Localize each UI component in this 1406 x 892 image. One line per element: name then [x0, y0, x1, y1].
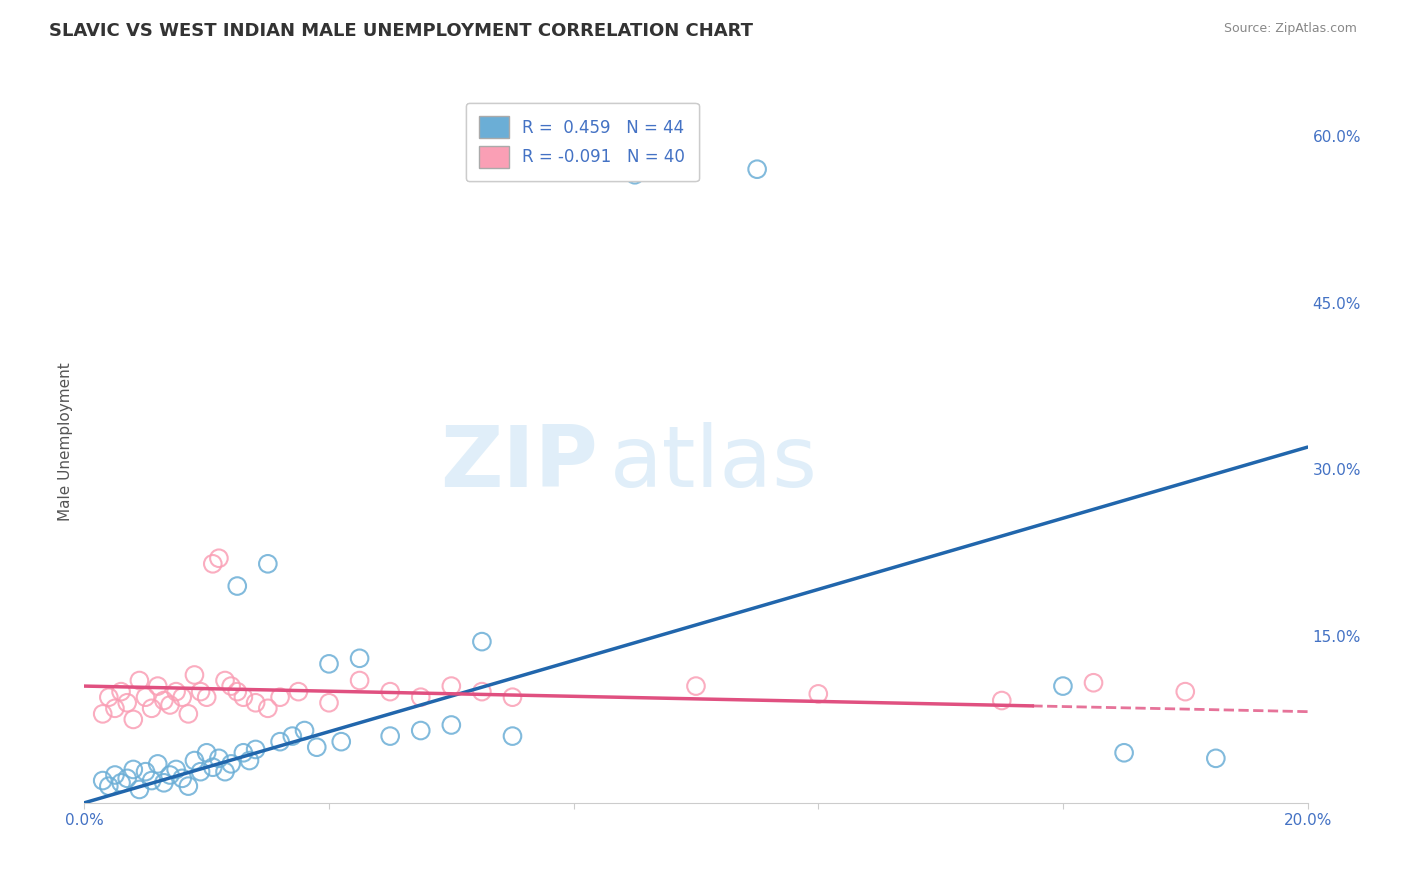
Point [471, 684, 494, 698]
Text: atlas: atlas [610, 422, 818, 505]
Point [245, 742, 267, 756]
Point [172, 772, 194, 786]
Point [219, 756, 242, 771]
Point [269, 690, 291, 705]
Point [177, 779, 200, 793]
Point [165, 763, 187, 777]
Point [135, 764, 157, 779]
Point [305, 740, 328, 755]
Point [257, 701, 280, 715]
Point [97, 779, 120, 793]
Point [110, 684, 132, 698]
Point [153, 776, 176, 790]
Point [177, 706, 200, 721]
Text: ZIP: ZIP [440, 422, 598, 505]
Point [195, 690, 218, 705]
Point [104, 701, 127, 715]
Point [190, 764, 212, 779]
Point [122, 713, 145, 727]
Point [219, 679, 242, 693]
Point [214, 673, 236, 688]
Point [159, 768, 181, 782]
Point [471, 634, 494, 648]
Point [380, 729, 402, 743]
Point [91, 773, 114, 788]
Point [330, 734, 353, 748]
Point [257, 557, 280, 571]
Point [226, 684, 249, 698]
Point [183, 668, 205, 682]
Point [238, 754, 260, 768]
Point [269, 734, 291, 748]
Point [104, 768, 127, 782]
Point [1205, 751, 1227, 765]
Point [190, 684, 212, 698]
Point [409, 723, 432, 738]
Point [110, 776, 132, 790]
Point [165, 684, 187, 698]
Point [807, 687, 830, 701]
Point [318, 657, 340, 671]
Point [624, 168, 647, 182]
Point [128, 673, 150, 688]
Y-axis label: Male Unemployment: Male Unemployment [58, 362, 73, 521]
Point [226, 579, 249, 593]
Point [122, 763, 145, 777]
Point [1114, 746, 1136, 760]
Point [409, 690, 432, 705]
Point [201, 557, 224, 571]
Point [115, 772, 138, 786]
Point [208, 551, 231, 566]
Point [214, 764, 236, 779]
Point [232, 690, 254, 705]
Point [287, 684, 309, 698]
Point [1052, 679, 1074, 693]
Point [502, 729, 524, 743]
Point [232, 746, 254, 760]
Text: SLAVIC VS WEST INDIAN MALE UNEMPLOYMENT CORRELATION CHART: SLAVIC VS WEST INDIAN MALE UNEMPLOYMENT … [49, 22, 754, 40]
Point [349, 651, 371, 665]
Point [135, 690, 157, 705]
Point [141, 701, 163, 715]
Point [208, 751, 231, 765]
Point [281, 729, 304, 743]
Point [747, 162, 769, 177]
Point [1174, 684, 1197, 698]
Point [440, 679, 463, 693]
Point [183, 754, 205, 768]
Point [245, 696, 267, 710]
Point [146, 679, 169, 693]
Point [991, 693, 1014, 707]
Point [115, 696, 138, 710]
Point [172, 690, 194, 705]
Point [294, 723, 316, 738]
Point [153, 693, 176, 707]
Point [349, 673, 371, 688]
Point [91, 706, 114, 721]
Text: Source: ZipAtlas.com: Source: ZipAtlas.com [1223, 22, 1357, 36]
Point [201, 760, 224, 774]
Point [146, 756, 169, 771]
Point [440, 718, 463, 732]
Legend: R =  0.459   N = 44, R = -0.091   N = 40: R = 0.459 N = 44, R = -0.091 N = 40 [465, 103, 699, 181]
Point [1083, 675, 1105, 690]
Point [380, 684, 402, 698]
Point [685, 679, 707, 693]
Point [318, 696, 340, 710]
Point [128, 782, 150, 797]
Point [195, 746, 218, 760]
Point [97, 690, 120, 705]
Point [502, 690, 524, 705]
Point [141, 773, 163, 788]
Point [159, 698, 181, 712]
